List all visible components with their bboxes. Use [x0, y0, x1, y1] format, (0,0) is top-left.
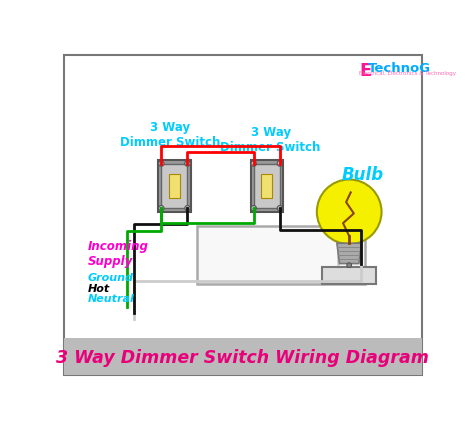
Circle shape [277, 161, 283, 166]
Circle shape [159, 205, 164, 211]
FancyBboxPatch shape [261, 173, 272, 198]
Circle shape [317, 179, 382, 244]
FancyBboxPatch shape [64, 55, 421, 375]
Text: TechnoG: TechnoG [368, 62, 431, 75]
FancyBboxPatch shape [322, 268, 376, 285]
Circle shape [185, 161, 190, 166]
FancyBboxPatch shape [251, 160, 283, 212]
Text: 3 Way
Dimmer Switch: 3 Way Dimmer Switch [120, 121, 221, 149]
FancyBboxPatch shape [254, 164, 280, 208]
Circle shape [251, 161, 256, 166]
Text: E: E [359, 62, 372, 80]
Polygon shape [337, 243, 362, 264]
FancyBboxPatch shape [161, 164, 188, 208]
Text: Electrical, Electronics & Technology: Electrical, Electronics & Technology [359, 71, 456, 76]
Circle shape [347, 263, 352, 268]
Text: Bulb: Bulb [342, 166, 384, 184]
FancyBboxPatch shape [158, 160, 191, 212]
Text: 3 Way Dimmer Switch Wiring Diagram: 3 Way Dimmer Switch Wiring Diagram [56, 349, 429, 367]
Text: 3 Way
Dimmer Switch: 3 Way Dimmer Switch [220, 126, 321, 154]
Circle shape [251, 205, 256, 211]
Text: Incoming
Supply: Incoming Supply [87, 240, 148, 268]
Circle shape [277, 205, 283, 211]
Text: Ground: Ground [87, 273, 133, 283]
Circle shape [159, 161, 164, 166]
FancyBboxPatch shape [64, 338, 421, 375]
FancyBboxPatch shape [169, 173, 180, 198]
Circle shape [185, 205, 190, 211]
FancyBboxPatch shape [197, 226, 365, 285]
Text: Neutral: Neutral [87, 294, 134, 304]
Text: Hot: Hot [87, 284, 109, 294]
